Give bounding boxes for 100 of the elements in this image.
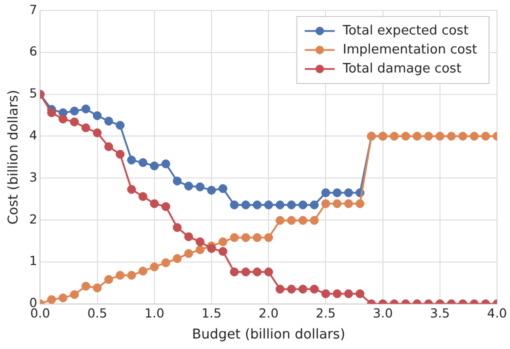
point <box>344 188 354 198</box>
point <box>344 199 354 208</box>
point <box>58 293 68 302</box>
point <box>92 283 102 292</box>
point <box>332 188 342 198</box>
point <box>321 289 330 298</box>
point <box>252 233 262 242</box>
point <box>412 132 422 141</box>
point <box>287 216 296 225</box>
point <box>332 199 342 208</box>
point <box>435 132 444 141</box>
point <box>310 216 319 225</box>
point <box>172 223 182 232</box>
y-tick-label: 6 <box>29 44 38 59</box>
y-tick-label: 1 <box>29 253 38 268</box>
point <box>207 186 216 195</box>
point <box>252 200 262 210</box>
point <box>390 132 399 141</box>
point <box>150 199 159 208</box>
point <box>218 237 228 246</box>
x-tick-label: 1.5 <box>202 306 222 321</box>
point <box>161 202 170 212</box>
point <box>70 106 79 116</box>
x-tick-label: 4.0 <box>487 306 508 321</box>
point <box>81 123 90 132</box>
point <box>241 268 250 276</box>
point <box>172 254 182 263</box>
point <box>47 295 56 304</box>
point <box>47 108 56 118</box>
point <box>161 159 170 168</box>
point <box>264 233 274 242</box>
point <box>264 200 274 210</box>
point <box>116 150 125 159</box>
point <box>298 216 308 225</box>
point <box>150 162 159 170</box>
point <box>230 200 239 210</box>
point <box>310 284 319 294</box>
point <box>138 192 148 201</box>
point <box>310 200 319 210</box>
point <box>298 284 308 294</box>
point <box>481 132 490 141</box>
point <box>104 275 114 284</box>
point <box>458 132 468 141</box>
point <box>276 200 284 210</box>
point <box>218 246 228 256</box>
y-tick-label: 4 <box>29 127 38 142</box>
point <box>104 116 114 126</box>
point <box>184 232 194 242</box>
point <box>92 128 102 138</box>
point <box>321 188 330 198</box>
point <box>252 268 262 276</box>
point <box>104 142 114 152</box>
y-tick-label: 3 <box>29 169 38 184</box>
point <box>58 114 68 124</box>
point <box>287 284 296 294</box>
point <box>446 132 456 141</box>
x-tick-label: 3.5 <box>430 306 450 321</box>
point <box>332 289 342 298</box>
x-tick-label: 1.0 <box>144 306 164 321</box>
point <box>196 245 205 254</box>
point <box>81 282 90 291</box>
x-tick-label: 3.0 <box>372 306 393 321</box>
point <box>264 268 274 276</box>
point <box>184 249 194 258</box>
point <box>70 290 79 300</box>
point <box>172 176 182 186</box>
point <box>287 200 296 210</box>
point <box>276 216 284 225</box>
point <box>116 120 125 130</box>
point <box>321 199 330 208</box>
point <box>161 258 170 268</box>
point <box>70 118 79 126</box>
point <box>207 244 216 253</box>
x-tick-label: 2.5 <box>316 306 336 321</box>
point <box>127 156 136 165</box>
point <box>116 270 125 280</box>
point <box>241 233 250 242</box>
point <box>424 132 433 141</box>
point <box>356 199 364 208</box>
y-tick-label: 5 <box>29 86 38 101</box>
point <box>196 237 205 246</box>
point <box>127 270 136 280</box>
point <box>196 182 205 192</box>
point <box>138 266 148 276</box>
point <box>356 289 364 298</box>
x-tick-label: 0.5 <box>87 306 108 321</box>
legend-label: Total damage cost <box>342 61 462 76</box>
x-tick-label: 2.0 <box>258 306 279 321</box>
y-tick-label: 2 <box>29 211 38 226</box>
point <box>150 262 159 272</box>
point <box>470 132 479 141</box>
y-axis-title: Cost (billion dollars) <box>6 90 22 225</box>
point <box>401 132 410 141</box>
point <box>230 268 239 276</box>
point <box>127 184 136 194</box>
point <box>298 200 308 210</box>
legend-label: Total expected cost <box>342 23 469 38</box>
legend-label: Implementation cost <box>342 42 478 58</box>
point <box>92 111 102 120</box>
point <box>276 284 284 294</box>
